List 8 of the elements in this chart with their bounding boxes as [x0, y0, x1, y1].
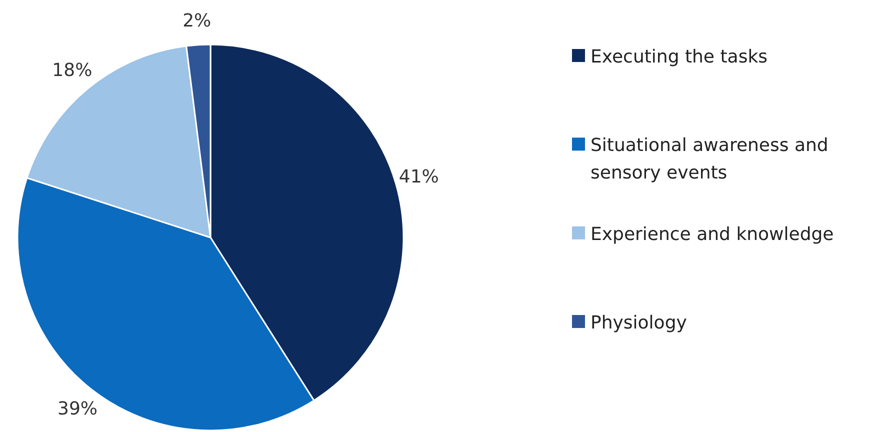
data-label: 39% [57, 398, 98, 420]
legend-label: Physiology [590, 312, 688, 334]
data-label: 41% [398, 166, 439, 188]
data-label: 2% [182, 10, 212, 32]
legend-label: Executing the tasks [590, 46, 768, 68]
data-label: 18% [52, 60, 92, 81]
legend-label: Experience and knowledge [590, 224, 834, 245]
legend-label: Situational awareness and sensory events [590, 135, 828, 184]
